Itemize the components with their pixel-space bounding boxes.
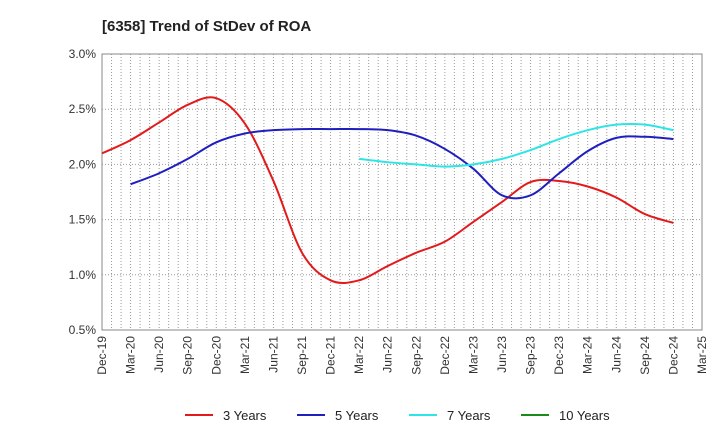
x-tick-label: Mar-25 xyxy=(695,336,709,374)
x-tick-label: Mar-24 xyxy=(581,336,595,374)
x-tick-label: Mar-21 xyxy=(238,336,252,374)
x-tick-label: Dec-21 xyxy=(324,336,338,375)
x-tick-label: Dec-22 xyxy=(438,336,452,375)
plot-frame xyxy=(101,53,703,331)
y-axis-ticks: 0.5% 1.0% 1.5% 2.0% 2.5% 3.0% xyxy=(69,47,97,337)
y-tick-label: 3.0% xyxy=(69,47,97,61)
x-tick-label: Jun-23 xyxy=(495,336,509,373)
x-tick-label: Sep-24 xyxy=(638,336,652,375)
x-tick-label: Sep-23 xyxy=(524,336,538,375)
x-tick-label: Sep-21 xyxy=(295,336,309,375)
x-tick-label: Jun-22 xyxy=(381,336,395,373)
series-lines xyxy=(101,96,674,284)
series-line-3-years xyxy=(101,96,674,284)
series-line-5-years xyxy=(130,127,674,200)
x-axis-ticks: Dec-19 Mar-20 Jun-20 Sep-20 Dec-20 Mar-21 Jun-… xyxy=(95,336,709,375)
x-tick-label: Sep-22 xyxy=(409,336,423,375)
x-tick-label: Dec-19 xyxy=(95,336,109,375)
legend-label: 5 Years xyxy=(335,408,379,423)
y-tick-label: 2.0% xyxy=(69,157,97,171)
x-tick-label: Dec-23 xyxy=(552,336,566,375)
x-tick-label: Dec-20 xyxy=(209,336,223,375)
legend-label: 7 Years xyxy=(447,408,491,423)
x-tick-label: Dec-24 xyxy=(666,336,680,375)
series-line-7-years xyxy=(359,122,674,168)
y-tick-label: 1.5% xyxy=(69,213,97,227)
x-tick-label: Jun-21 xyxy=(266,336,280,373)
x-tick-label: Mar-22 xyxy=(352,336,366,374)
legend-label: 3 Years xyxy=(223,408,267,423)
x-tick-label: Jun-20 xyxy=(152,336,166,373)
x-tick-label: Sep-20 xyxy=(181,336,195,375)
x-tick-label: Mar-23 xyxy=(466,336,480,374)
chart-title: [6358] Trend of StDev of ROA xyxy=(102,18,311,35)
legend: 3 Years 5 Years 7 Years 10 Years xyxy=(185,408,610,423)
grid xyxy=(102,53,702,331)
y-tick-label: 0.5% xyxy=(69,323,97,337)
x-tick-label: Jun-24 xyxy=(609,336,623,373)
y-tick-label: 2.5% xyxy=(69,102,97,116)
legend-label: 10 Years xyxy=(559,408,610,423)
y-tick-label: 1.0% xyxy=(69,268,97,282)
x-tick-label: Mar-20 xyxy=(124,336,138,374)
